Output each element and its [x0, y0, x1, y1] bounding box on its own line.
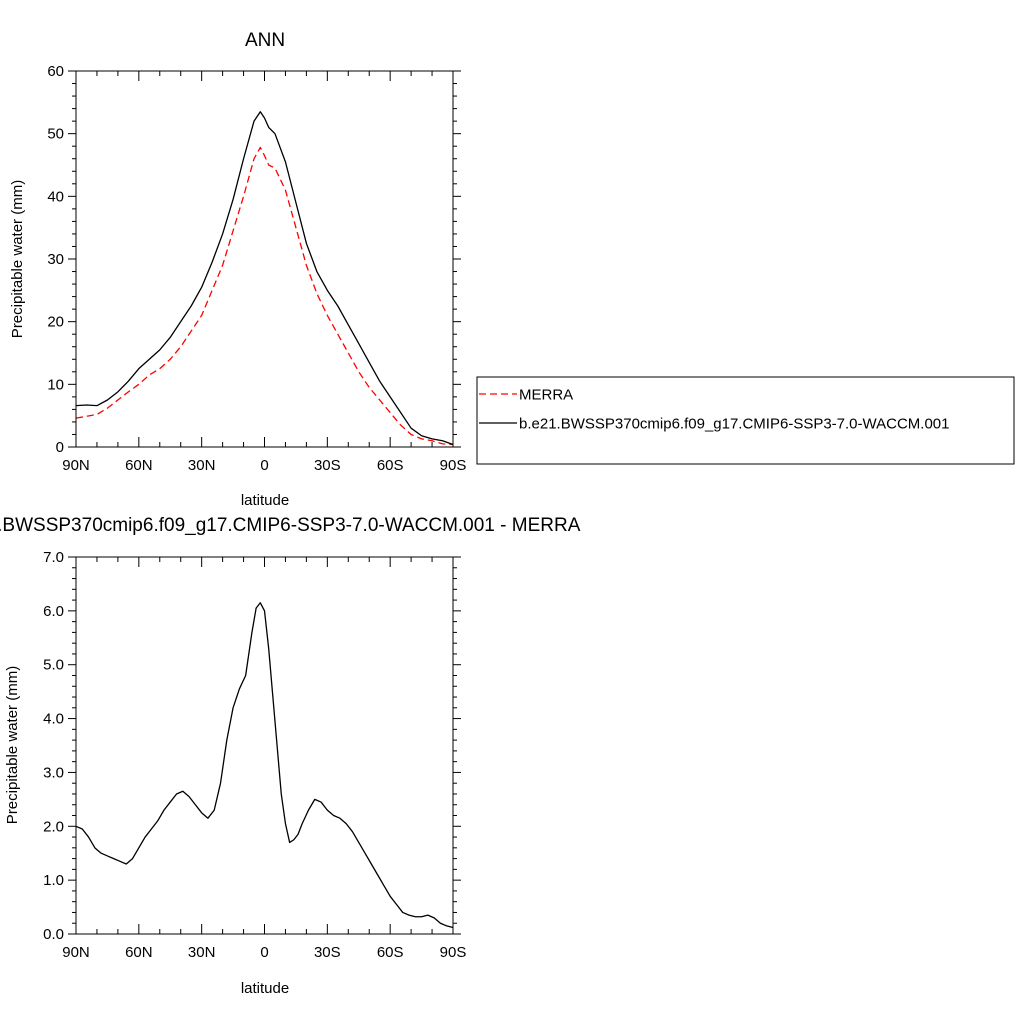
series-line-merra — [75, 146, 454, 446]
legend-box — [476, 376, 1015, 465]
x-tick-label: 30S — [314, 944, 341, 961]
x-tick-label: 60S — [377, 944, 404, 961]
chart-title: b.e21.BWSSP370cmip6.f09_g17.CMIP6-SSP3-7… — [0, 515, 581, 536]
tick-marks: 90N 60N 30N 0 30S 60S 90S 0 10 20 30 40 50 60 — [47, 63, 466, 474]
x-tick-label: 0 — [260, 457, 268, 474]
legend-entry-model: b.e21.BWSSP370cmip6.f09_g17.CMIP6-SSP3-7… — [519, 416, 949, 433]
x-tick-label: 30N — [188, 457, 216, 474]
chart-title: ANN — [245, 30, 285, 51]
x-tick-label: 30N — [188, 944, 216, 961]
x-axis-label: latitude — [241, 492, 289, 509]
plot-frame — [75, 70, 454, 448]
x-tick-label: 90N — [62, 944, 90, 961]
y-tick-label: 30 — [47, 251, 64, 268]
y-tick-label: 2.0 — [43, 818, 64, 835]
y-tick-label: 50 — [47, 126, 64, 143]
x-tick-label: 60N — [125, 944, 153, 961]
x-tick-label: 90S — [440, 457, 467, 474]
y-tick-label: 40 — [47, 188, 64, 205]
series-line-model — [75, 111, 454, 446]
tick-marks: 90N 60N 30N 0 30S 60S 90S 0.0 1.0 2.0 3.0 4.0 5.0 6.0… — [43, 549, 466, 961]
x-tick-label: 0 — [260, 944, 268, 961]
y-tick-label: 5.0 — [43, 657, 64, 674]
x-tick-label: 60N — [125, 457, 153, 474]
chart-top: ANN Precipitable water (mm) latitude 90N… — [9, 30, 1015, 509]
legend-entry-merra: MERRA — [519, 387, 573, 404]
x-tick-label: 90N — [62, 457, 90, 474]
x-tick-label: 60S — [377, 457, 404, 474]
y-tick-label: 0 — [56, 439, 64, 456]
x-tick-label: 90S — [440, 944, 467, 961]
y-axis-label: Precipitable water (mm) — [4, 666, 21, 824]
y-tick-label: 10 — [47, 376, 64, 393]
series-line-difference — [75, 602, 454, 929]
y-tick-label: 3.0 — [43, 764, 64, 781]
y-tick-label: 1.0 — [43, 872, 64, 889]
y-tick-label: 60 — [47, 63, 64, 80]
legend: MERRA b.e21.BWSSP370cmip6.f09_g17.CMIP6-… — [476, 376, 1015, 465]
x-tick-label: 30S — [314, 457, 341, 474]
y-tick-label: 6.0 — [43, 603, 64, 620]
y-tick-label: 0.0 — [43, 926, 64, 943]
y-tick-label: 20 — [47, 314, 64, 331]
chart-bottom: b.e21.BWSSP370cmip6.f09_g17.CMIP6-SSP3-7… — [0, 515, 581, 997]
x-axis-label: latitude — [241, 980, 289, 997]
y-tick-label: 4.0 — [43, 711, 64, 728]
series-group — [75, 111, 454, 446]
series-group — [75, 602, 454, 929]
y-tick-label: 7.0 — [43, 549, 64, 566]
y-axis-label: Precipitable water (mm) — [9, 180, 26, 338]
plot-frame — [75, 556, 454, 935]
